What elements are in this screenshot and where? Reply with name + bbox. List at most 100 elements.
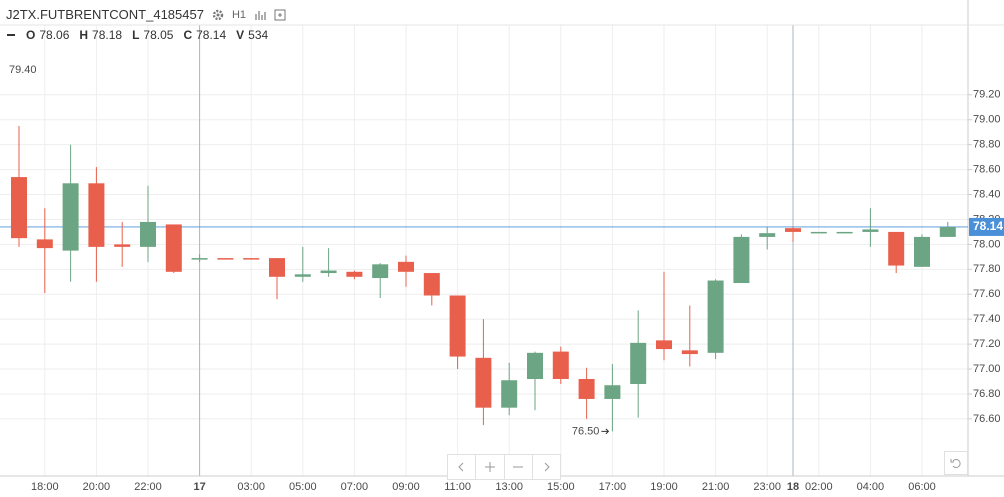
y-tick-label: 79.20 (973, 89, 1001, 101)
legend-value: 534 (248, 28, 269, 42)
x-tick-label: 18:00 (31, 481, 59, 493)
x-tick-label: 15:00 (547, 481, 575, 493)
y-tick-label: 77.20 (973, 338, 1001, 350)
candle-body (707, 280, 724, 353)
zoom-out[interactable] (505, 455, 533, 479)
nav-controls (447, 454, 561, 480)
y-tick-label: 76.80 (973, 388, 1001, 400)
zoom-in[interactable] (476, 455, 505, 479)
x-tick-label: 17 (193, 481, 205, 493)
scroll-left[interactable] (448, 455, 477, 479)
chart-style-icon[interactable] (254, 9, 266, 21)
interval[interactable]: H1 (231, 8, 247, 21)
y-tick-label: 79.00 (973, 114, 1001, 126)
candle-body (346, 271, 363, 277)
y-tick-label: 77.00 (973, 363, 1001, 375)
x-tick-label: 19:00 (650, 481, 678, 493)
y-tick-label: 78.80 (973, 139, 1001, 151)
x-tick-label: 18 (787, 481, 799, 493)
candle-body (114, 244, 131, 247)
candle-body (191, 258, 208, 260)
compare-icon[interactable] (274, 9, 286, 21)
candle-body (372, 264, 389, 279)
candle-body (217, 258, 234, 260)
header: J2TX.FUTBRENTCONT_4185457 H1 (6, 7, 286, 22)
min-arrow (601, 428, 610, 435)
candle-body (656, 340, 672, 350)
candle-body (759, 233, 776, 237)
x-tick-label: 13:00 (495, 481, 523, 493)
scroll-right[interactable] (533, 455, 560, 479)
legend-value: 78.14 (196, 28, 227, 42)
candle-body (140, 221, 156, 247)
candle-body (269, 258, 285, 277)
x-tick-label: 22:00 (134, 481, 162, 493)
legend-key: C (183, 28, 193, 42)
x-tick-label: 09:00 (392, 481, 420, 493)
legend-key: V (236, 28, 245, 42)
min-label: 76.50 (572, 425, 600, 437)
y-tick-label: 78.00 (973, 238, 1001, 250)
x-tick-label: 20:00 (83, 481, 111, 493)
candle-body (62, 183, 79, 251)
ohlc-legend: O 78.06 H 78.18 L 78.05 C 78.14 V 534 (6, 28, 268, 42)
legend-value: 78.18 (92, 28, 123, 42)
candle-body (165, 224, 182, 272)
x-tick-label: 17:00 (599, 481, 627, 493)
legend-key: O (26, 28, 36, 42)
y-tick-label: 77.40 (973, 313, 1001, 325)
legend-value: 78.06 (39, 28, 70, 42)
candle-body (578, 379, 595, 399)
candle-body (836, 231, 853, 234)
candle-body (423, 273, 440, 296)
candle-body (11, 177, 27, 239)
x-tick-label: 02:00 (805, 481, 833, 493)
y-tick-label: 78.40 (973, 188, 1001, 200)
last-price-tag (969, 217, 1004, 236)
candle-body (681, 350, 698, 355)
candle-body (449, 295, 466, 357)
x-tick-label: 11:00 (444, 481, 471, 493)
x-tick-label: 03:00 (237, 481, 265, 493)
y-tick-label: 77.60 (973, 288, 1001, 300)
x-tick-label: 06:00 (908, 481, 936, 493)
candle-body (552, 351, 569, 380)
x-tick-label: 05:00 (289, 481, 317, 493)
reset-button[interactable] (944, 451, 968, 475)
legend-key: H (79, 28, 89, 42)
y-tick-label: 76.60 (973, 413, 1001, 425)
x-tick-label: 04:00 (857, 481, 885, 493)
candle-body (501, 380, 518, 408)
last-price-label: 78.14 (973, 219, 1003, 233)
candle-body (294, 274, 311, 277)
legend-marker (7, 34, 15, 36)
legend-value: 78.05 (143, 28, 174, 42)
candle-body (475, 357, 492, 408)
x-tick-label: 21:00 (702, 481, 730, 493)
y-tick-label: 77.80 (973, 263, 1001, 275)
candle-body (914, 236, 930, 267)
symbol-title: J2TX.FUTBRENTCONT_4185457 (6, 7, 204, 22)
x-tick-label: 07:00 (341, 481, 369, 493)
settings-icon[interactable] (212, 9, 224, 21)
candle-body (785, 228, 801, 232)
candle-body (36, 239, 53, 249)
candle-body (527, 352, 543, 380)
plot-area (0, 25, 968, 476)
candle-body (733, 236, 750, 284)
candle-body (398, 261, 414, 272)
legend-key: L (132, 28, 140, 42)
candle-body (810, 231, 827, 234)
candle-body (88, 183, 105, 247)
candle-body (862, 229, 879, 232)
candle-body (630, 342, 647, 384)
candle-body (939, 226, 956, 237)
candle-body (604, 385, 621, 399)
candle-body (243, 258, 260, 260)
candle-body (888, 231, 905, 266)
y-tick-label: 78.60 (973, 164, 1001, 176)
max-label: 79.40 (9, 64, 37, 76)
x-tick-label: 23:00 (753, 481, 781, 493)
